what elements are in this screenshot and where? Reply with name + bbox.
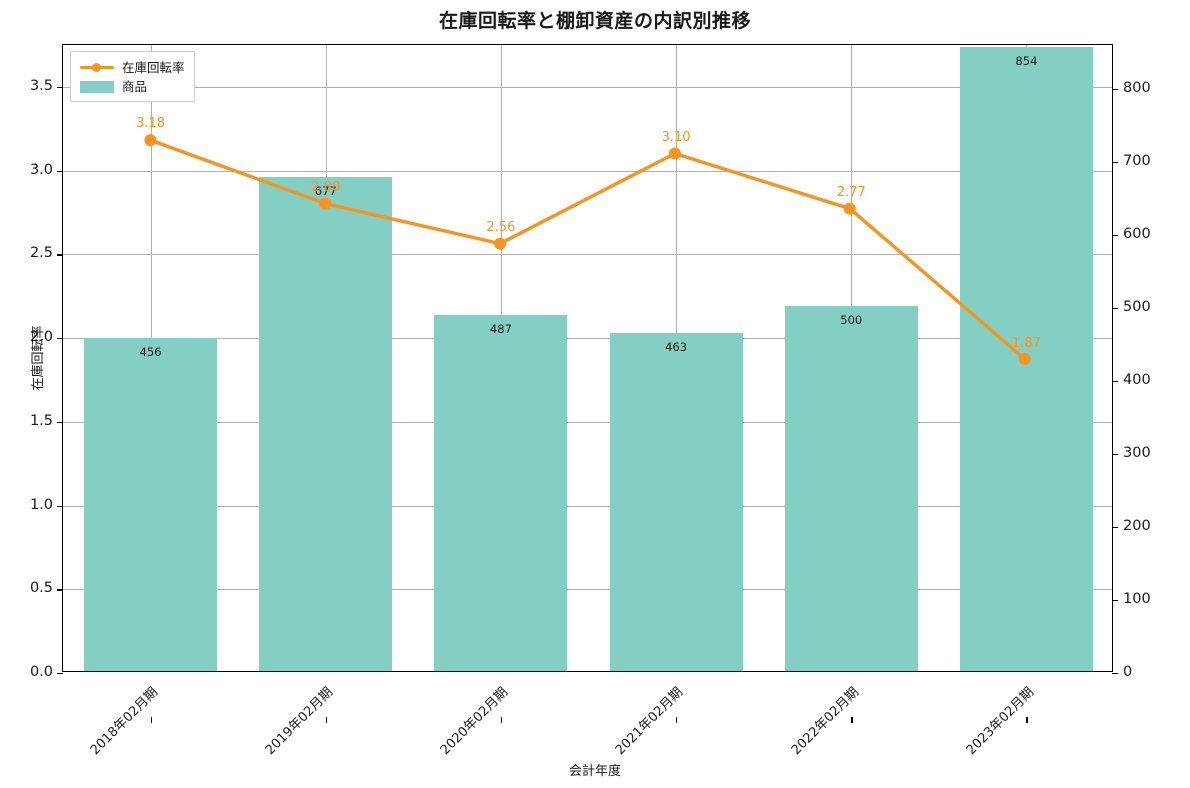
y-tick-label-right: 800 xyxy=(1123,79,1151,96)
y-tick-mark-right xyxy=(1112,526,1118,529)
bar-value-label: 500 xyxy=(840,312,863,327)
y-tick-label-left: 0.5 xyxy=(29,580,53,597)
gridline-horizontal xyxy=(63,505,1112,507)
y-tick-mark-right xyxy=(1112,234,1118,237)
legend-label-inventory-turnover: 在庫回転率 xyxy=(122,60,185,75)
gridline-horizontal xyxy=(63,254,1112,256)
y-tick-label-right: 0 xyxy=(1123,664,1133,680)
y-tick-mark-right xyxy=(1112,307,1118,310)
bar-value-label: 487 xyxy=(489,322,512,337)
y-tick-mark-left xyxy=(57,86,63,89)
y-tick-label-right: 100 xyxy=(1123,590,1151,607)
y-axis-left-title: 在庫回転率 xyxy=(31,325,47,391)
bar[interactable] xyxy=(784,305,918,671)
y-tick-mark-right xyxy=(1112,161,1118,164)
line-value-label: 2.77 xyxy=(836,185,866,201)
line-value-label: 2.80 xyxy=(311,180,341,196)
y-tick-label-left: 0.0 xyxy=(29,664,53,680)
line-markers xyxy=(144,134,1031,365)
line-marker[interactable] xyxy=(1018,352,1031,365)
legend-item-shohin[interactable]: 商品 xyxy=(80,76,185,95)
bar-value-label: 854 xyxy=(1015,54,1038,69)
bar-value-label: 677 xyxy=(314,183,337,198)
chart-legend[interactable]: 在庫回転率 商品 xyxy=(70,51,195,102)
y-tick-label-left: 2.0 xyxy=(29,329,53,346)
bar[interactable] xyxy=(259,176,393,671)
y-tick-mark-right xyxy=(1112,88,1118,91)
line-series-inventory-turnover xyxy=(144,134,1031,365)
y-tick-mark-right xyxy=(1112,673,1118,675)
legend-label-shohin: 商品 xyxy=(122,79,148,94)
gridline-horizontal xyxy=(63,170,1112,172)
chart-title: 在庫回転率と棚卸資産の内訳別推移 xyxy=(438,10,751,32)
gridline-horizontal xyxy=(63,421,1112,423)
line-marker[interactable] xyxy=(494,237,507,250)
y-tick-mark-left xyxy=(57,505,63,507)
y-tick-mark-left xyxy=(57,673,63,675)
plot-inner xyxy=(63,45,1112,671)
y-tick-mark-left xyxy=(57,589,63,591)
bar[interactable] xyxy=(434,315,568,671)
y-tick-mark-right xyxy=(1112,599,1118,602)
y-tick-label-right: 500 xyxy=(1123,298,1151,315)
y-tick-label-right: 400 xyxy=(1123,371,1151,388)
line-value-label: 1.87 xyxy=(1011,335,1041,351)
y-tick-mark-left xyxy=(57,338,63,340)
y-tick-label-left: 1.0 xyxy=(29,496,53,513)
x-tick-mark xyxy=(676,717,678,723)
y-tick-label-left: 2.5 xyxy=(29,245,53,262)
y-tick-mark-left xyxy=(57,254,63,256)
legend-line-marker-icon xyxy=(80,60,114,74)
line-marker[interactable] xyxy=(843,202,856,215)
y-tick-mark-left xyxy=(57,421,63,424)
y-tick-mark-left xyxy=(57,170,63,172)
y-tick-mark-right xyxy=(1112,453,1118,456)
legend-item-inventory-turnover[interactable]: 在庫回転率 xyxy=(80,57,185,76)
y-tick-label-left: 3.0 xyxy=(29,161,53,178)
legend-bar-swatch-icon xyxy=(80,79,114,93)
line-value-label: 3.18 xyxy=(136,116,166,132)
y-tick-label-right: 300 xyxy=(1123,444,1151,461)
gridline-horizontal xyxy=(63,86,1112,88)
x-tick-mark xyxy=(1026,717,1028,723)
y-tick-mark-right xyxy=(1112,380,1118,383)
line-path xyxy=(148,138,1027,361)
y-tick-label-right: 700 xyxy=(1123,152,1151,169)
gridline-horizontal xyxy=(63,589,1112,591)
bar[interactable] xyxy=(84,338,218,671)
x-axis-title: 会計年度 xyxy=(568,764,621,779)
y-tick-label-left: 1.5 xyxy=(29,412,53,429)
y-tick-label-right: 600 xyxy=(1123,225,1151,242)
plot-area: 456 677 487 463 500 854 3.18 2.80 2.56 3.10 2.77 1… xyxy=(57,44,1118,723)
y-tick-label-right: 200 xyxy=(1123,517,1151,534)
line-marker[interactable] xyxy=(319,197,332,210)
bar-value-label: 463 xyxy=(665,339,688,354)
x-tick-mark xyxy=(325,717,328,723)
bar-value-label: 456 xyxy=(139,345,162,359)
gridline-horizontal xyxy=(63,338,1112,340)
x-tick-mark xyxy=(500,717,503,723)
line-marker[interactable] xyxy=(144,134,157,147)
x-tick-mark xyxy=(851,717,853,723)
line-value-label: 2.56 xyxy=(486,220,516,236)
line-value-label: 3.10 xyxy=(661,129,691,145)
line-marker[interactable] xyxy=(668,147,681,160)
y-tick-label-left: 3.5 xyxy=(29,77,53,94)
x-tick-mark xyxy=(150,717,152,723)
bar[interactable] xyxy=(609,332,743,671)
